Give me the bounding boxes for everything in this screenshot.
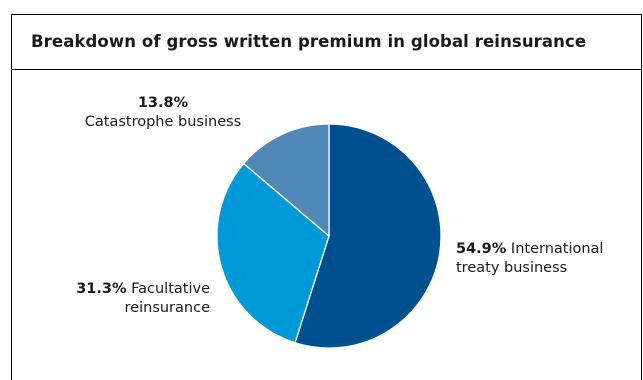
label-facultative-text-2: reinsurance — [124, 300, 210, 316]
label-catastrophe-text: Catastrophe business — [84, 114, 242, 130]
label-facultative-text-1: Facultative — [131, 281, 210, 297]
label-international-value: 54.9% — [456, 241, 507, 257]
chart-title: Breakdown of gross written premium in gl… — [31, 32, 587, 51]
label-facultative-value: 31.3% — [76, 281, 127, 297]
label-international-text-2: treaty business — [456, 260, 568, 276]
label-catastrophe-value: 13.8% — [137, 95, 189, 111]
title-bar: Breakdown of gross written premium in gl… — [12, 15, 641, 70]
label-international: 54.9% International treaty business — [456, 240, 603, 278]
label-catastrophe: 13.8% Catastrophe business — [72, 94, 254, 132]
pie-slice-international — [294, 123, 442, 349]
label-facultative: 31.3% Facultative reinsurance — [52, 280, 210, 318]
pie-slice-catastrophe — [242, 123, 330, 237]
chart-frame: Breakdown of gross written premium in gl… — [11, 14, 642, 380]
pie-slices — [216, 123, 442, 349]
pie-slice-facultative — [216, 162, 330, 344]
label-international-text-1: International — [510, 241, 604, 257]
